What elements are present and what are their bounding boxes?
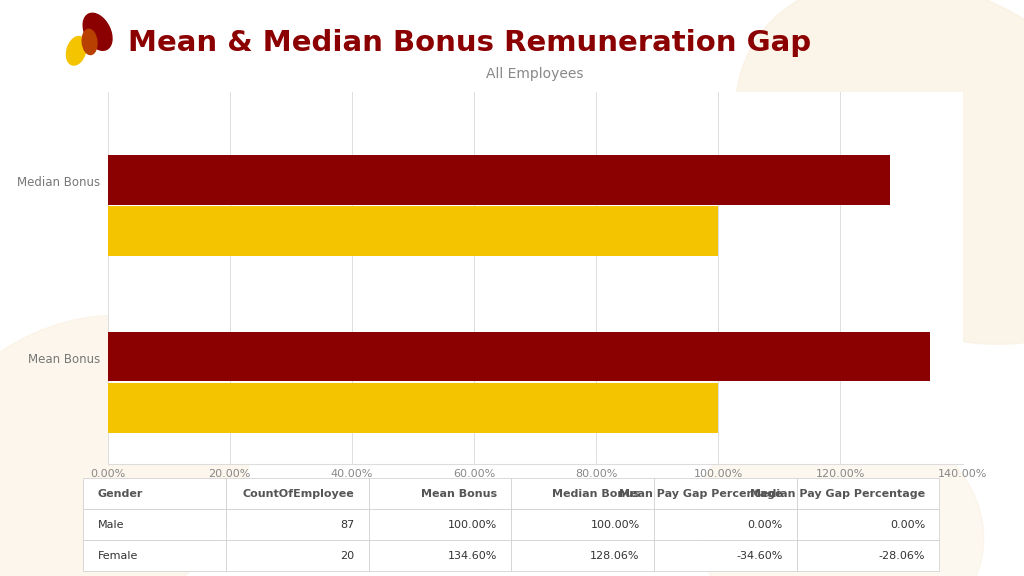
Text: Mean & Median Bonus Remuneration Gap: Mean & Median Bonus Remuneration Gap	[128, 29, 811, 57]
Ellipse shape	[83, 13, 112, 50]
Ellipse shape	[0, 316, 251, 576]
Bar	[108, 206, 718, 256]
Ellipse shape	[82, 29, 97, 55]
Bar	[108, 332, 930, 381]
Ellipse shape	[67, 36, 86, 65]
Ellipse shape	[735, 0, 1024, 344]
Ellipse shape	[695, 409, 984, 576]
Legend: Female, Male: Female, Male	[471, 501, 599, 523]
Bar	[108, 155, 890, 204]
Bar	[108, 383, 718, 433]
Title: All Employees: All Employees	[486, 67, 584, 81]
